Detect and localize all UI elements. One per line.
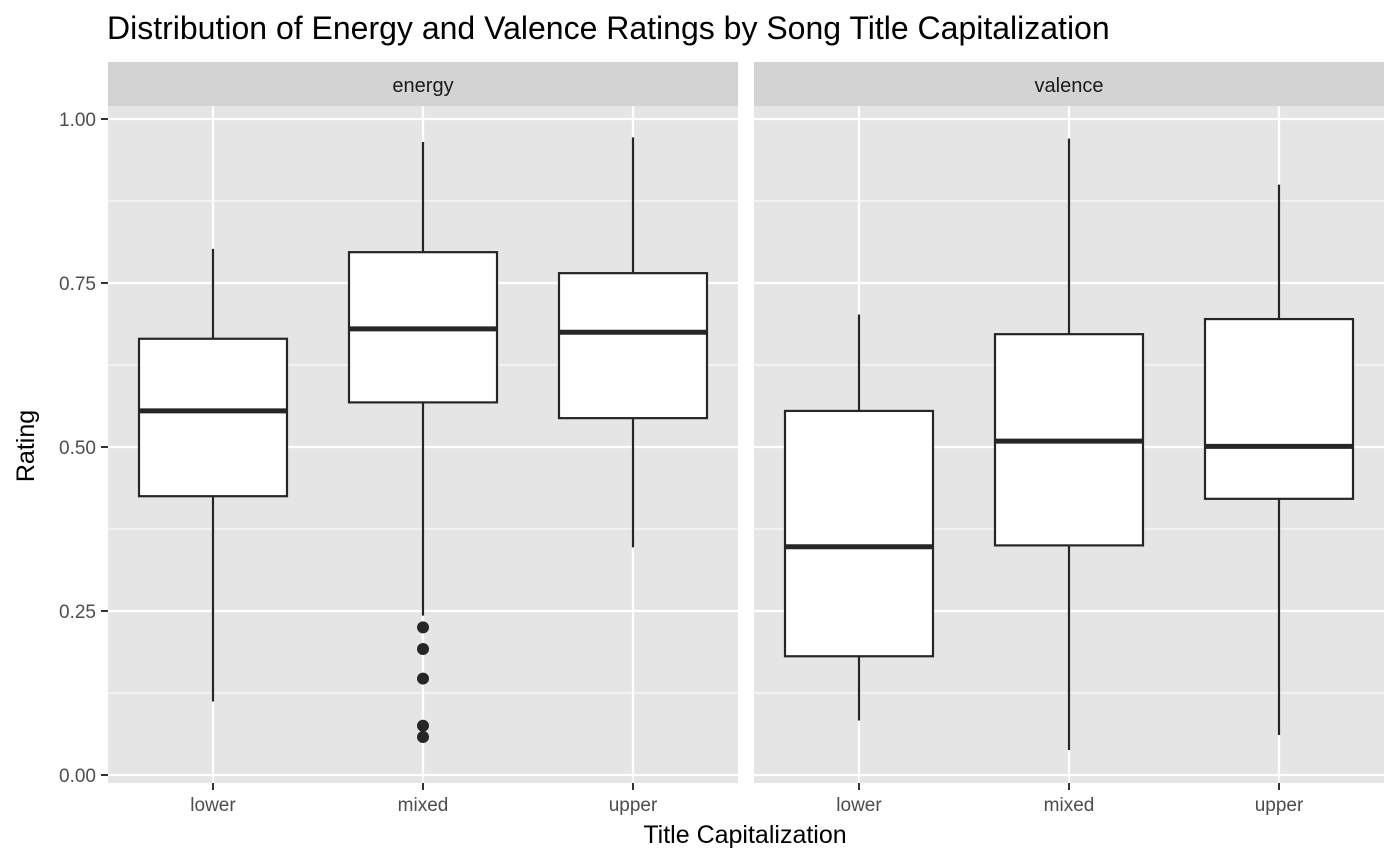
outlier-point xyxy=(417,643,429,656)
box-iqr xyxy=(783,409,935,658)
chart-title: Distribution of Energy and Valence Ratin… xyxy=(107,10,1110,46)
x-tick-label: upper xyxy=(609,795,658,816)
facet-strip-label: energy xyxy=(392,75,453,97)
box-valence-lower xyxy=(783,314,935,721)
outlier-point xyxy=(417,719,429,732)
box-energy-mixed xyxy=(347,141,499,743)
facet-strip-label: valence xyxy=(1035,75,1104,97)
x-tick-label: mixed xyxy=(1044,795,1095,816)
x-tick-label: upper xyxy=(1255,795,1304,816)
x-axis: lower mixed upper lower mixed upper xyxy=(190,783,1304,816)
x-axis-title: Title Capitalization xyxy=(643,821,846,849)
y-tick-label: 1.00 xyxy=(59,110,96,131)
box-iqr xyxy=(557,272,709,420)
box-valence-upper xyxy=(1203,184,1355,735)
box-energy-lower xyxy=(137,248,289,702)
outlier-point xyxy=(417,672,429,685)
facet-strip xyxy=(108,62,738,106)
outlier-point xyxy=(417,621,429,634)
facet-strip xyxy=(754,62,1384,106)
outlier-point xyxy=(417,730,429,743)
y-axis-title: Rating xyxy=(12,410,40,482)
facet-energy: energy xyxy=(108,62,738,783)
facet-panels: energy valence xyxy=(108,62,1384,783)
y-axis: 0.00 0.25 0.50 0.75 1.00 xyxy=(59,110,108,787)
box-iqr xyxy=(1203,317,1355,500)
y-tick-label: 0.00 xyxy=(59,766,96,787)
y-tick-label: 0.75 xyxy=(59,274,96,295)
facet-valence: valence xyxy=(754,62,1384,783)
x-tick-label: lower xyxy=(190,795,236,816)
x-tick-label: lower xyxy=(836,795,882,816)
box-iqr xyxy=(137,337,289,498)
box-energy-upper xyxy=(557,137,709,548)
y-tick-label: 0.50 xyxy=(59,438,96,459)
box-valence-mixed xyxy=(993,138,1145,751)
x-tick-label: mixed xyxy=(398,795,449,816)
y-tick-label: 0.25 xyxy=(59,602,96,623)
